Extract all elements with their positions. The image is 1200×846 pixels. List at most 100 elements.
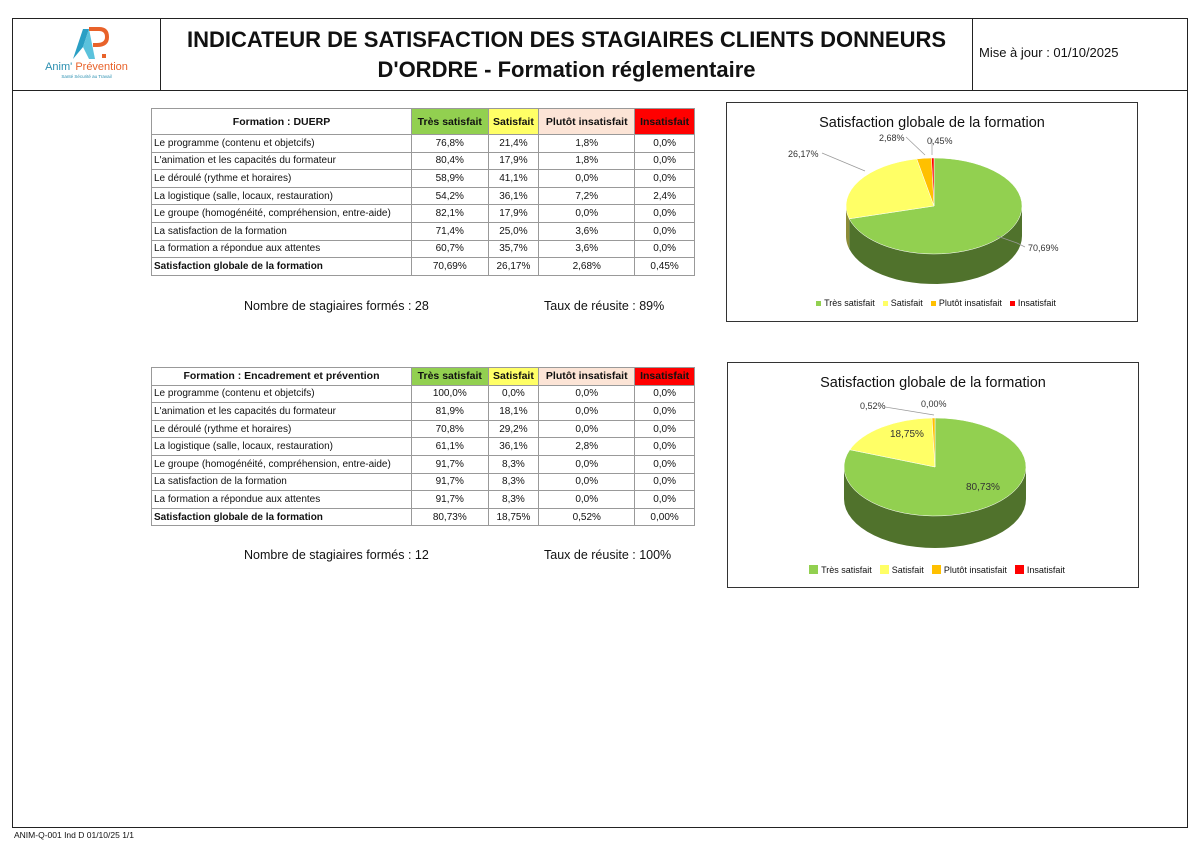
table-row: Le programme (contenu et objetcifs) 76,8%… [151, 134, 695, 153]
percent-cell: 17,9% [487, 204, 540, 223]
total-cell: 0,00% [634, 507, 695, 527]
criterion-label: L'animation et les capacités du formateu… [151, 151, 412, 171]
percent-cell: 0,0% [538, 402, 636, 421]
page-frame: Anim' Prévention Santé Sécurité au Trava… [12, 18, 1188, 828]
chart-legend: Très satisfait Satisfait Plutôt insatisfai… [728, 565, 1138, 575]
legend-label: Très satisfait [824, 298, 875, 308]
pie-slice-tr-s-satisfait [843, 417, 1027, 517]
legend-label: Plutôt insatisfait [943, 565, 1007, 575]
percent-cell: 0,0% [538, 169, 636, 188]
percent-cell: 60,7% [411, 239, 489, 259]
percent-cell: 0,0% [538, 472, 636, 492]
column-header: Satisfait [487, 108, 540, 135]
stagiaires-count: Nombre de stagiaires formés : 12 [244, 548, 429, 562]
data-label: 80,73% [966, 482, 1000, 493]
total-cell: 2,68% [538, 257, 636, 276]
table-row: Le groupe (homogénéité, compréhension, e… [151, 204, 695, 223]
percent-cell: 0,0% [634, 204, 695, 223]
pie-slice-plut-t-insatisfait [931, 417, 936, 468]
criterion-label: Le programme (contenu et objetcifs) [151, 384, 412, 404]
percent-cell: 61,1% [411, 437, 489, 456]
formation-name: Formation : Encadrement et prévention [151, 367, 412, 386]
percent-cell: 2,4% [634, 186, 695, 206]
criterion-label: Le programme (contenu et objetcifs) [151, 134, 412, 153]
percent-cell: 54,2% [411, 186, 489, 206]
table-row: Le groupe (homogénéité, compréhension, e… [151, 454, 695, 474]
header: Anim' Prévention Santé Sécurité au Trava… [13, 19, 1187, 91]
page-title: INDICATEUR DE SATISFACTION DES STAGIAIRE… [161, 19, 973, 91]
criterion-label: Le groupe (homogénéité, compréhension, e… [151, 454, 412, 474]
percent-cell: 82,1% [411, 204, 489, 223]
pie-svg [843, 406, 1027, 548]
percent-cell: 36,1% [487, 186, 540, 206]
logo: Anim' Prévention Santé Sécurité au Trava… [13, 19, 161, 91]
pie-side-0 [849, 206, 1022, 284]
percent-cell: 3,6% [538, 221, 636, 241]
total-cell: 70,69% [411, 257, 489, 276]
table-row: L'animation et les capacités du formateu… [151, 151, 695, 171]
legend-label: Insatisfait [1017, 298, 1056, 308]
document-reference: ANIM-Q-001 Ind D 01/10/25 1/1 [14, 830, 135, 840]
percent-cell: 0,0% [634, 402, 695, 421]
percent-cell: 76,8% [411, 134, 489, 153]
logo-name: Anim' Prévention [13, 61, 160, 73]
percent-cell: 0,0% [634, 437, 695, 456]
criterion-label: La satisfaction de la formation [151, 472, 412, 492]
table-row: La satisfaction de la formation 71,4% 25,0… [151, 221, 695, 241]
criterion-label: La logistique (salle, locaux, restaurati… [151, 437, 412, 456]
percent-cell: 0,0% [538, 384, 636, 404]
criterion-label: La satisfaction de la formation [151, 221, 412, 241]
logo-text-prevention: Prévention [75, 61, 128, 73]
percent-cell: 2,8% [538, 437, 636, 456]
legend-label: Satisfait [891, 565, 924, 575]
update-date: Mise à jour : 01/10/2025 [979, 45, 1119, 60]
table-row: La formation a répondue aux attentes 91,7… [151, 490, 695, 509]
percent-cell: 0,0% [634, 239, 695, 259]
percent-cell: 8,3% [487, 454, 540, 474]
percent-cell: 29,2% [487, 419, 540, 439]
chart-legend: Très satisfait Satisfait Plutôt insatisfai… [727, 298, 1137, 308]
table-row: Le déroulé (rythme et horaires) 58,9% 41,1… [151, 169, 695, 188]
percent-cell: 58,9% [411, 169, 489, 188]
chart-title: Satisfaction globale de la formation [820, 375, 1046, 391]
duerp-table: Formation : DUERP Très satisfait Satisfait… [151, 108, 695, 276]
taux-reussite: Taux de réusite : 100% [544, 548, 672, 562]
pie-slice-tr-s-satisfait [848, 157, 1023, 255]
pie-chart-duerp: Satisfaction globale de la formation 70,… [726, 102, 1138, 322]
criterion-label: La formation a répondue aux attentes [151, 490, 412, 509]
taux-reussite: Taux de réusite : 89% [544, 299, 665, 313]
criterion-label: Le déroulé (rythme et horaires) [151, 169, 412, 188]
total-cell: 18,75% [487, 507, 540, 527]
data-label: 0,00% [921, 399, 947, 409]
leader-line [884, 406, 935, 416]
percent-cell: 0,0% [634, 454, 695, 474]
percent-cell: 35,7% [487, 239, 540, 259]
percent-cell: 0,0% [634, 151, 695, 171]
total-label: Satisfaction globale de la formation [151, 257, 412, 276]
data-label: 70,69% [1028, 243, 1059, 253]
pie-side-0 [844, 467, 1026, 548]
logo-text-anim: Anim' [45, 61, 73, 73]
table-row: La satisfaction de la formation 91,7% 8,3%… [151, 472, 695, 492]
criterion-label: L'animation et les capacités du formateu… [151, 402, 412, 421]
percent-cell: 0,0% [538, 419, 636, 439]
column-header: Très satisfait [411, 108, 489, 135]
percent-cell: 91,7% [411, 472, 489, 492]
table-header-row: Formation : Encadrement et prévention Trè… [151, 367, 695, 386]
criterion-label: Le groupe (homogénéité, compréhension, e… [151, 204, 412, 223]
percent-cell: 7,2% [538, 186, 636, 206]
legend-swatch [879, 565, 889, 574]
column-header: Plutôt insatisfait [538, 367, 636, 386]
percent-cell: 8,3% [487, 472, 540, 492]
percent-cell: 0,0% [634, 221, 695, 241]
criterion-label: Le déroulé (rythme et horaires) [151, 419, 412, 439]
percent-cell: 0,0% [634, 134, 695, 153]
table-row: L'animation et les capacités du formateu… [151, 402, 695, 421]
percent-cell: 0,0% [487, 384, 540, 404]
column-header: Insatisfait [634, 108, 695, 135]
percent-cell: 0,0% [538, 204, 636, 223]
table-row: La logistique (salle, locaux, restaurati… [151, 186, 695, 206]
percent-cell: 18,1% [487, 402, 540, 421]
percent-cell: 81,9% [411, 402, 489, 421]
column-header: Très satisfait [411, 367, 489, 386]
